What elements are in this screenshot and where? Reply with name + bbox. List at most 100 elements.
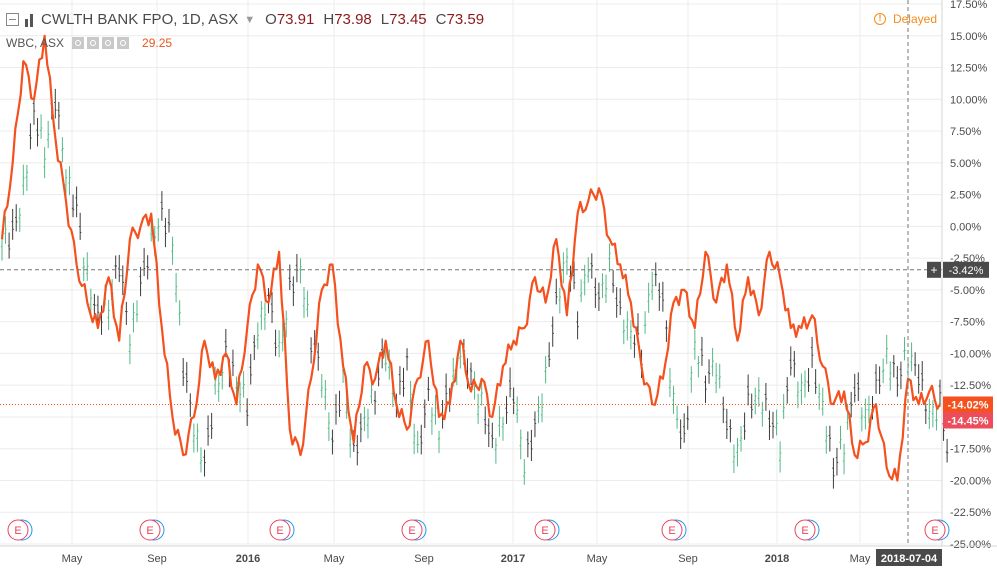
price-bar xyxy=(412,423,416,455)
price-bar xyxy=(789,346,792,376)
low-value: L73.45 xyxy=(380,11,427,28)
price-bar xyxy=(32,95,36,125)
earnings-marker[interactable]: E xyxy=(401,519,427,541)
price-bar xyxy=(849,391,853,418)
visibility-icon[interactable] xyxy=(72,37,85,49)
price-bar xyxy=(359,413,363,443)
plus-icon-bg xyxy=(927,261,941,278)
price-bar xyxy=(558,287,562,314)
price-bar xyxy=(714,362,718,394)
price-bar xyxy=(125,301,128,325)
y-tick-label: 10.00% xyxy=(950,94,988,106)
price-bar xyxy=(544,355,547,384)
earnings-marker-circle xyxy=(7,519,29,541)
x-tick-label: 2018 xyxy=(765,553,789,565)
close-icon[interactable] xyxy=(117,37,130,49)
delayed-status[interactable]: ! Delayed xyxy=(873,12,937,26)
price-bar xyxy=(476,393,480,425)
y-tick-label: -12.50% xyxy=(950,380,991,392)
price-bar xyxy=(537,396,540,424)
price-bar xyxy=(484,406,487,435)
price-bar xyxy=(729,419,732,443)
earnings-marker[interactable]: E xyxy=(661,519,687,541)
symbol-title[interactable]: CWLTH BANK FPO, 1D, ASX xyxy=(41,11,239,28)
price-bar xyxy=(402,367,405,397)
price-bar xyxy=(57,101,61,130)
compare-series-line xyxy=(0,34,941,482)
compare-symbol[interactable]: WBC, ASX xyxy=(6,36,65,50)
more-icon[interactable] xyxy=(102,37,115,49)
earnings-marker[interactable]: E xyxy=(534,519,560,541)
x-tick-label: Sep xyxy=(147,553,167,565)
price-bar xyxy=(633,334,636,358)
price-bar xyxy=(78,212,82,240)
price-bar xyxy=(494,437,498,464)
earnings-marker[interactable]: E xyxy=(139,519,165,541)
price-bar xyxy=(878,366,881,395)
price-bar xyxy=(459,343,462,369)
close-value: C73.59 xyxy=(435,11,485,28)
crosshair-date-bg xyxy=(876,549,942,566)
price-bar xyxy=(647,282,650,313)
price-bar xyxy=(864,398,867,430)
price-bar xyxy=(885,334,888,365)
price-bar xyxy=(761,401,764,427)
earnings-marker[interactable]: E xyxy=(7,519,33,541)
price-bar xyxy=(732,444,736,474)
price-bar xyxy=(334,394,338,425)
earnings-marker-letter: E xyxy=(801,525,808,537)
price-bar xyxy=(320,373,323,398)
price-bar xyxy=(690,366,693,393)
price-bar xyxy=(96,295,100,326)
price-bar xyxy=(132,302,135,333)
x-tick-label: Sep xyxy=(414,553,434,565)
price-bar xyxy=(682,413,686,443)
price-bar xyxy=(746,374,750,406)
price-bar xyxy=(128,334,132,365)
price-bar xyxy=(530,429,533,461)
price-bar xyxy=(4,216,7,244)
price-bar xyxy=(189,393,192,417)
price-bar xyxy=(324,379,327,411)
last-value-label: -14.02% xyxy=(943,396,993,413)
price-bar xyxy=(416,430,419,454)
price-bar xyxy=(601,273,604,299)
x-tick-label: May xyxy=(324,553,345,565)
price-bar xyxy=(768,410,771,440)
chevron-down-icon[interactable]: ▼ xyxy=(244,13,256,26)
price-bar xyxy=(46,120,50,149)
price-bar xyxy=(444,373,448,405)
earnings-marker-letter: E xyxy=(541,525,548,537)
price-bar xyxy=(807,368,810,392)
crosshair-date-text: 2018-07-04 xyxy=(881,553,938,565)
price-bar xyxy=(167,208,171,233)
price-bar xyxy=(512,387,515,415)
earnings-marker[interactable]: E xyxy=(794,519,820,541)
price-bar xyxy=(654,262,657,287)
price-bar xyxy=(206,415,210,446)
price-bar xyxy=(317,342,320,371)
price-bar xyxy=(25,164,29,191)
price-bar xyxy=(285,310,288,338)
price-bar xyxy=(491,422,494,449)
price-bar xyxy=(643,311,647,334)
price-bar xyxy=(889,361,892,391)
price-bar xyxy=(263,302,267,331)
price-bar xyxy=(18,207,21,232)
settings-icon[interactable] xyxy=(87,37,100,49)
delayed-label: Delayed xyxy=(892,12,937,26)
earnings-marker[interactable]: E xyxy=(269,519,295,541)
collapse-legend-icon[interactable] xyxy=(6,13,19,26)
compare-value: 29.25 xyxy=(142,36,173,50)
price-bar xyxy=(828,425,832,452)
price-bar xyxy=(668,367,672,397)
x-tick-label: May xyxy=(62,553,83,565)
price-bar xyxy=(43,147,46,179)
x-tick-label: 2017 xyxy=(501,553,525,565)
price-bar xyxy=(750,393,753,419)
earnings-marker[interactable]: E xyxy=(924,519,950,541)
price-bar xyxy=(778,441,782,473)
y-tick-label: -10.00% xyxy=(950,348,991,360)
